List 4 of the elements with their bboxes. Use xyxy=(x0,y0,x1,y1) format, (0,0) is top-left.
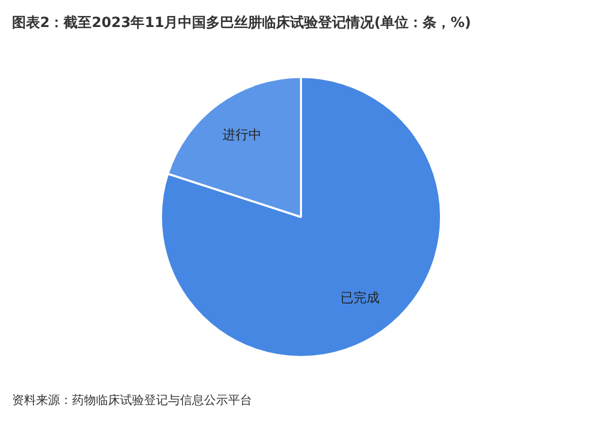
text: 资料来源：药物临床试验登记与信息公示平台 xyxy=(12,392,252,409)
slice-label: 进行中 xyxy=(222,128,261,143)
chart-title: 图表2：截至2023年11月中国多巴丝肼临床试验登记情况(单位：条，%) xyxy=(11,14,472,33)
slice-label: 已完成 xyxy=(340,290,380,306)
